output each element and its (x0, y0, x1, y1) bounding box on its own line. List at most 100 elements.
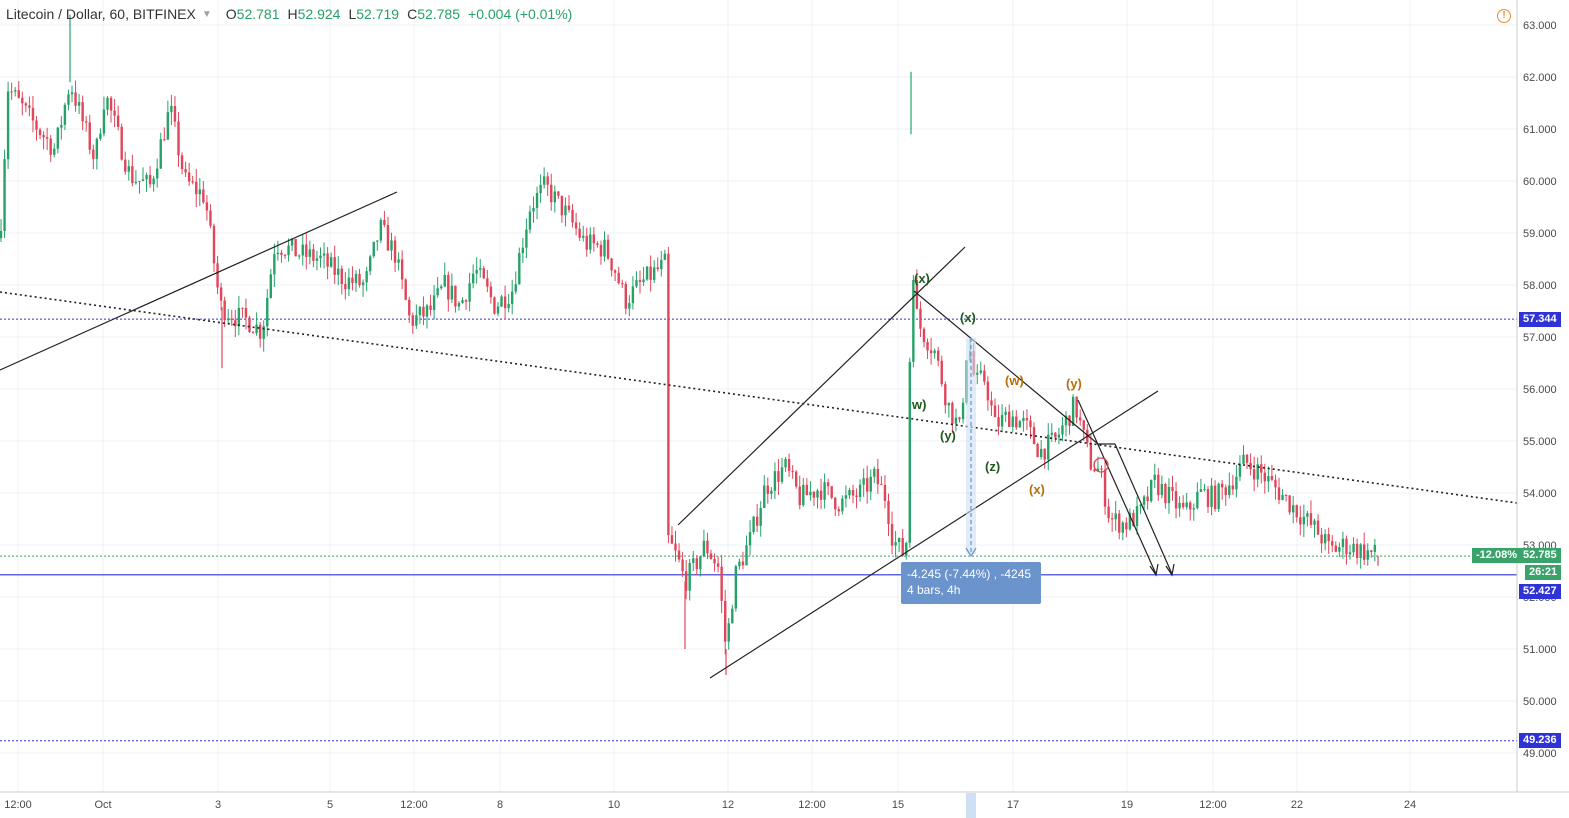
candle-body (1118, 513, 1121, 533)
candle-body (858, 484, 862, 497)
candle-body (787, 459, 791, 471)
candle-body (1288, 495, 1291, 513)
candle-body (777, 471, 780, 482)
candle-body (770, 490, 773, 494)
candle-body (653, 267, 656, 280)
candle-body (1029, 420, 1032, 428)
candle-body (464, 300, 468, 302)
candle-body (1249, 462, 1252, 470)
candle-body (511, 291, 514, 304)
candle-body (1018, 421, 1022, 428)
candle-body (571, 209, 574, 223)
candle-body (1057, 434, 1061, 438)
x-tick-label: 24 (1404, 799, 1416, 811)
candle-body (1238, 463, 1242, 477)
candle-body (35, 120, 38, 130)
y-tick-label: 56.000 (1523, 384, 1557, 396)
projection-arrow-1[interactable] (1077, 399, 1157, 575)
candle-body (997, 417, 1000, 427)
candle-body (844, 495, 848, 499)
candle-body (106, 97, 109, 110)
candle-body (937, 350, 940, 361)
candle-body (741, 561, 745, 566)
candle-body (816, 490, 819, 498)
candle-body (1355, 543, 1359, 558)
candle-body (731, 608, 734, 624)
low-label: L (348, 6, 357, 22)
low-value: 52.719 (356, 6, 400, 22)
candle-body (1011, 416, 1014, 427)
alert-icon[interactable]: ! (1497, 9, 1511, 23)
chevron-down-icon[interactable]: ▼ (201, 8, 212, 20)
candle-body (1203, 489, 1206, 491)
projection-arrow-2[interactable] (1114, 443, 1173, 575)
candle-body (489, 286, 493, 298)
candle-body (447, 274, 450, 300)
candle-body (74, 92, 77, 106)
candle-body (766, 485, 769, 494)
candle-body (848, 489, 851, 496)
candle-body (230, 318, 233, 321)
candle-body (1352, 543, 1355, 553)
candle-body (479, 268, 482, 270)
trendline-dotted-long[interactable] (0, 291, 1518, 504)
candle-body (638, 280, 642, 283)
channel-lower[interactable] (709, 390, 1159, 679)
candle-body (415, 315, 418, 326)
candle-body (862, 478, 865, 485)
candle-body (525, 229, 528, 248)
candle-body (1121, 522, 1124, 533)
candle-body (1043, 448, 1046, 460)
candle-body (386, 224, 390, 251)
candle-body (841, 498, 844, 512)
candle-body (21, 97, 24, 104)
candle-body (258, 324, 262, 339)
x-tick-label: 12:00 (1199, 799, 1227, 811)
candle-body (63, 104, 67, 125)
candle-body (805, 484, 809, 496)
candle-body (535, 193, 539, 208)
candle-body (791, 470, 794, 472)
candle-body (1299, 517, 1302, 525)
level-low-tag: 49.236 (1519, 733, 1561, 748)
candle-body (234, 320, 237, 327)
candle-body (31, 107, 35, 121)
candle-body (621, 283, 624, 285)
candle-body (248, 317, 251, 333)
candle-body (894, 542, 897, 546)
candle-body (599, 244, 603, 257)
candle-body (1050, 432, 1053, 435)
candle-body (961, 402, 965, 420)
wave-line-1[interactable] (913, 290, 1099, 445)
y-tick-label: 61.000 (1523, 124, 1557, 136)
candle-body (1221, 483, 1224, 488)
candle-body (866, 478, 869, 492)
candle-body (0, 231, 3, 239)
trendline-left[interactable] (0, 191, 398, 371)
candle-body (642, 279, 645, 283)
candle-body (596, 243, 599, 245)
candle-body (897, 538, 901, 543)
candle-body (1189, 502, 1192, 510)
candle-body (926, 342, 929, 351)
y-tick-label: 59.000 (1523, 228, 1557, 240)
candle-body (855, 495, 858, 497)
measure-x-highlight (966, 793, 976, 818)
candle-body (1064, 415, 1068, 426)
symbol-title[interactable]: Litecoin / Dollar, 60, BITFINEX (6, 6, 196, 22)
candle-body (195, 181, 198, 195)
candle-body (1132, 512, 1135, 527)
candle-body (1004, 411, 1007, 415)
candle-body (553, 191, 556, 203)
candle-body (408, 299, 411, 316)
candle-body (1284, 495, 1288, 497)
candle-body (397, 259, 400, 263)
candle-body (1235, 476, 1238, 490)
candle-body (905, 542, 908, 556)
candle-body (802, 484, 805, 506)
wave-label-x3: (x) (1029, 482, 1045, 497)
candle-body (613, 270, 617, 273)
candle-body (1181, 502, 1185, 508)
candles (0, 14, 1379, 675)
